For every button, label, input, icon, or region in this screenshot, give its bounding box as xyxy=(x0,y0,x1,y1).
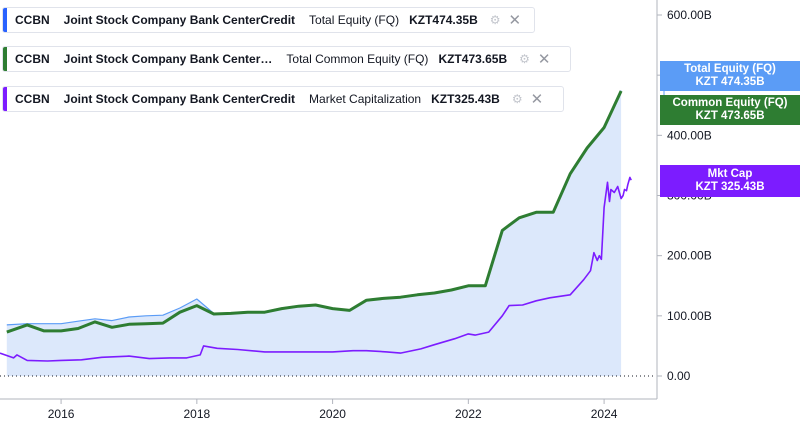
x-tick-label: 2024 xyxy=(591,407,618,421)
legend-metric: Total Equity (FQ) xyxy=(309,13,400,27)
y-tick-label: 600.00B xyxy=(667,8,712,22)
legend-company: Joint Stock Company Bank Center… xyxy=(63,52,273,66)
legend-symbol: CCBN xyxy=(15,92,50,106)
tag-line1: Total Equity (FQ) xyxy=(684,63,776,75)
total-equity-area xyxy=(6,90,622,376)
tag-line2: KZT 325.43B xyxy=(695,181,765,193)
common-equity-line xyxy=(6,90,623,334)
legend-symbol: CCBN xyxy=(15,52,50,66)
legend-total-equity[interactable]: CCBN Joint Stock Company Bank CenterCred… xyxy=(2,7,535,33)
close-icon[interactable]: ✕ xyxy=(530,91,544,108)
x-tick-label: 2018 xyxy=(183,407,210,421)
tag-line2: KZT 474.35B xyxy=(695,76,765,88)
legend-common-equity[interactable]: CCBN Joint Stock Company Bank Center… To… xyxy=(2,46,571,72)
legend-metric: Total Common Equity (FQ) xyxy=(286,52,429,66)
legend-symbol: CCBN xyxy=(15,13,50,27)
tag-common-equity: Common Equity (FQ) KZT 473.65B xyxy=(660,95,800,125)
legend-value: KZT325.43B xyxy=(431,92,500,106)
x-tick-label: 2022 xyxy=(455,407,482,421)
legend-swatch xyxy=(3,47,7,71)
tag-line2: KZT 473.65B xyxy=(695,110,765,122)
y-tick-label: 400.00B xyxy=(667,128,712,142)
legend-swatch xyxy=(3,87,7,111)
x-tick-label: 2016 xyxy=(48,407,75,421)
line-layer xyxy=(0,90,632,362)
x-tick-label: 2020 xyxy=(319,407,346,421)
y-tick-label: 100.00B xyxy=(667,309,712,323)
tag-line1: Common Equity (FQ) xyxy=(672,97,788,109)
gear-icon[interactable]: ⚙ xyxy=(489,13,501,27)
legend-company: Joint Stock Company Bank CenterCredit xyxy=(63,13,296,27)
y-tick-label: 200.00B xyxy=(667,249,712,263)
y-tick-label: 0.00 xyxy=(667,369,691,383)
legend-value: KZT473.65B xyxy=(438,52,508,66)
market-cap-line xyxy=(0,176,632,362)
close-icon[interactable]: ✕ xyxy=(508,12,522,29)
gear-icon[interactable]: ⚙ xyxy=(511,92,523,106)
legend-metric: Market Capitalization xyxy=(309,92,422,106)
legend-swatch xyxy=(3,8,7,32)
axis-layer: 0.00100.00B200.00B300.00B400.00B500.00B6… xyxy=(0,0,712,421)
area-layer xyxy=(6,90,622,376)
gear-icon[interactable]: ⚙ xyxy=(519,52,530,66)
tag-line1: Mkt Cap xyxy=(707,168,753,180)
tag-total-equity: Total Equity (FQ) KZT 474.35B xyxy=(660,61,800,91)
close-icon[interactable]: ✕ xyxy=(537,51,551,68)
legend-company: Joint Stock Company Bank CenterCredit xyxy=(63,92,296,106)
legend-value: KZT474.35B xyxy=(409,13,478,27)
legend-market-cap[interactable]: CCBN Joint Stock Company Bank CenterCred… xyxy=(2,86,564,112)
tag-mkt-cap: Mkt Cap KZT 325.43B xyxy=(660,165,800,197)
